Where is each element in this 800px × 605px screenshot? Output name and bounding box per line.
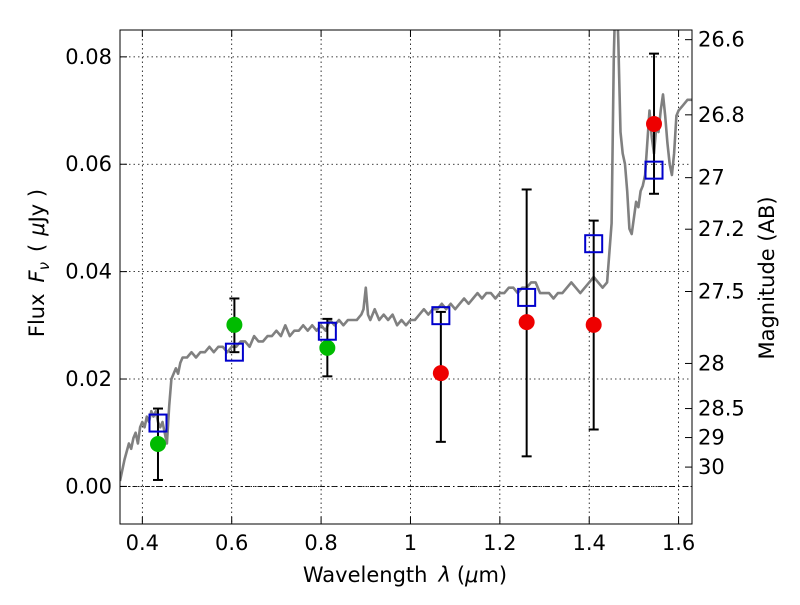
- plot-area: [120, 30, 692, 524]
- x-axis-title-symbol: λ: [437, 563, 450, 587]
- y-axis-title-word: Flux: [25, 293, 49, 337]
- right-tick-label: 30: [698, 455, 725, 479]
- red-data-point: [646, 115, 663, 132]
- red-data-point: [585, 316, 602, 333]
- right-tick-label: 28: [698, 351, 725, 375]
- right-tick-label: 26.8: [698, 103, 745, 127]
- y-axis-title-unit-open: (: [25, 244, 49, 252]
- x-tick-label: 0.4: [126, 531, 159, 555]
- data-layer: [120, 30, 692, 482]
- x-axis-title-word: Wavelength: [303, 563, 428, 587]
- plot-frame: [119, 29, 693, 525]
- x-axis-title-unit-open: (: [457, 563, 465, 587]
- y-axis-title: Flux Fν ( μJy ): [25, 189, 53, 337]
- x-axis-title-unit-rest: m): [478, 563, 507, 587]
- right-tick-label: 29: [698, 426, 725, 450]
- green-data-point: [226, 316, 243, 333]
- green-data-point: [149, 435, 166, 452]
- y-tick-label: 0.08: [65, 45, 112, 69]
- sed-line: [120, 30, 692, 482]
- right-tick-label: 27: [698, 166, 725, 190]
- right-tick-label: 28.5: [698, 397, 745, 421]
- x-axis-title-unit-mu: μ: [464, 563, 478, 587]
- y-tick-label: 0.06: [65, 152, 112, 176]
- y-axis-title-unit-rest: Jy ): [25, 189, 49, 225]
- model-square-marker: [431, 306, 451, 326]
- y-tick-label: 0.00: [65, 474, 112, 498]
- x-tick-label: 1: [404, 531, 417, 555]
- x-axis-title: Wavelength λ (μm): [303, 563, 507, 587]
- x-tick-label: 1.6: [662, 531, 695, 555]
- y-tick-label: 0.04: [65, 260, 112, 284]
- green-data-point: [319, 339, 336, 356]
- x-tick-label: 1.4: [573, 531, 606, 555]
- right-axis-title: Magnitude (AB): [755, 196, 779, 359]
- model-square-marker: [317, 321, 337, 341]
- y-axis-title-unit-mu: μ: [25, 222, 49, 236]
- model-square-marker: [517, 287, 537, 307]
- y-axis-title-subscript: ν: [35, 262, 53, 270]
- red-data-point: [518, 314, 535, 331]
- model-square-marker: [584, 234, 604, 254]
- x-tick-label: 0.6: [215, 531, 248, 555]
- model-square-marker: [224, 342, 244, 362]
- right-tick-label: 27.5: [698, 279, 745, 303]
- y-tick-label: 0.02: [65, 367, 112, 391]
- right-tick-label: 26.6: [698, 28, 745, 52]
- model-square-marker: [148, 413, 168, 433]
- x-tick-label: 0.8: [304, 531, 337, 555]
- red-data-point: [432, 365, 449, 382]
- x-tick-label: 1.2: [483, 531, 516, 555]
- right-tick-label: 27.2: [698, 217, 745, 241]
- y-axis-title-symbol: F: [25, 269, 49, 282]
- axis-ticks: 0.4 0.6 0.8 1 1.2 1.4 1.6 0.00 0.02 0.04 0.06 0.08 2…: [65, 28, 745, 555]
- model-square-marker: [644, 160, 664, 180]
